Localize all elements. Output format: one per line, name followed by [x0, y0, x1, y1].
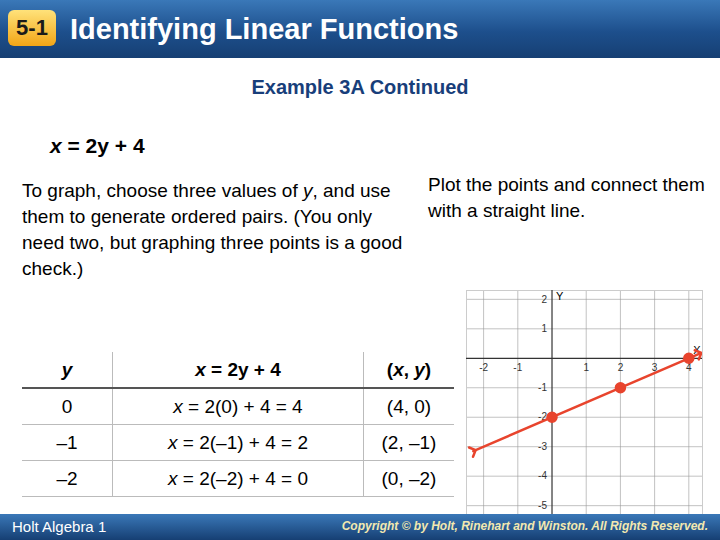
html-text:–1: –1 [56, 431, 78, 453]
svg-text:4: 4 [686, 362, 692, 373]
html-text:Copyright © by Holt, Rinehart: Copyright © by Holt, Rinehart and Winsto… [341, 519, 708, 533]
svg-text:-2: -2 [538, 411, 547, 423]
html-text:To graph, choose three values: To graph, choose three values of y, and … [22, 180, 403, 279]
svg-text:1: 1 [541, 323, 547, 334]
html-text:(4, 0): (4, 0) [386, 395, 432, 417]
html-text:0: 0 [61, 395, 73, 417]
svg-text:2: 2 [541, 294, 547, 305]
html-text:(x, y): (x, y) [386, 358, 432, 380]
html-text:x = 2y + 4: x = 2y + 4 [195, 358, 281, 380]
html-text:5-1: 5-1 [16, 15, 48, 40]
svg-text:3: 3 [651, 362, 658, 374]
svg-text:-2: -2 [479, 362, 488, 373]
html-text:x = 2(–2) + 4 = 0: x = 2(–2) + 4 = 0 [168, 467, 308, 489]
html-text:x = 2(–1) + 4 = 2: x = 2(–1) + 4 = 2 [168, 431, 308, 453]
svg-text:2: 2 [618, 362, 624, 373]
html-text:x = 2(0) + 4 = 4: x = 2(0) + 4 = 4 [173, 395, 303, 417]
html-text:y: y [61, 358, 73, 380]
html-text:–2: –2 [56, 467, 78, 489]
svg-text:-1: -1 [513, 362, 522, 373]
html-text:Identifying Linear Functions: Identifying Linear Functions [70, 13, 459, 45]
html-text:(2, –1): (2, –1) [381, 431, 437, 453]
html-text:x = 2y + 4: x = 2y + 4 [50, 134, 145, 157]
html-text:(0, –2): (0, –2) [381, 467, 437, 489]
html-text:Plot the points and connect th: Plot the points and connect them with a … [428, 174, 705, 221]
svg-text:-5: -5 [538, 500, 547, 511]
svg-text:Y: Y [556, 290, 564, 302]
html-text:Example 3A Continued: Example 3A Continued [251, 76, 469, 98]
svg-text:1: 1 [583, 362, 589, 373]
svg-text:-4: -4 [538, 470, 547, 481]
svg-text:-1: -1 [538, 382, 547, 393]
html-text:Holt Algebra 1: Holt Algebra 1 [12, 518, 107, 535]
svg-text:X: X [693, 343, 701, 356]
svg-text:-3: -3 [538, 441, 547, 452]
